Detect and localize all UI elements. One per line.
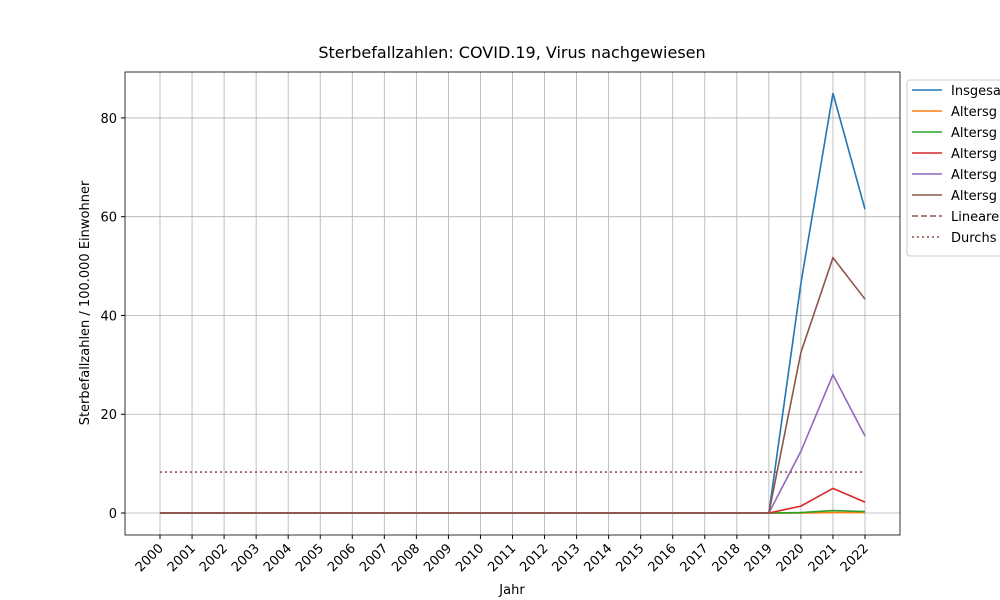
legend-label: Insgesa <box>951 84 1000 99</box>
y-tick-label: 20 <box>100 408 117 423</box>
plot-frame <box>124 71 901 536</box>
x-tick-label: 2013 <box>549 541 583 575</box>
legend-label: Altersg <box>951 147 997 162</box>
x-tick-label: 2012 <box>517 541 551 575</box>
x-tick-label: 2011 <box>485 541 519 575</box>
legend-label: Altersg <box>951 189 997 204</box>
y-tick-label: 0 <box>109 507 117 522</box>
x-tick-label: 2021 <box>806 541 840 575</box>
x-tick-label: 2005 <box>293 541 327 575</box>
x-tick-label: 2006 <box>325 541 359 575</box>
x-tick-label: 2003 <box>229 541 263 575</box>
x-tick-label: 2015 <box>614 541 648 575</box>
x-tick-label: 2008 <box>389 541 423 575</box>
chart-title: Sterbefallzahlen: COVID.19, Virus nachge… <box>318 43 705 62</box>
x-tick-label: 2022 <box>838 541 872 575</box>
x-tick-label: 2019 <box>742 541 776 575</box>
legend-box <box>906 79 1000 257</box>
x-tick-label: 2017 <box>678 541 712 575</box>
x-tick-label: 2001 <box>165 541 199 575</box>
x-tick-label: 2010 <box>453 541 487 575</box>
x-axis-label: Jahr <box>498 583 525 598</box>
legend-label: Lineare <box>951 210 999 225</box>
legend-label: Altersg <box>951 105 997 120</box>
x-tick-label: 2020 <box>774 541 808 575</box>
x-tick-label: 2018 <box>710 541 744 575</box>
x-tick-label: 2014 <box>581 541 615 575</box>
x-tick-label: 2016 <box>646 541 680 575</box>
y-tick-label: 80 <box>100 112 117 127</box>
x-tick-label: 2007 <box>357 541 391 575</box>
x-tick-label: 2009 <box>421 541 455 575</box>
y-axis-label: Sterbefallzahlen / 100.000 Einwohner <box>78 180 93 425</box>
legend-label: Durchs <box>951 231 997 246</box>
x-tick-label: 2000 <box>133 541 167 575</box>
y-tick-label: 40 <box>100 309 117 324</box>
y-tick-label: 60 <box>100 211 117 226</box>
x-tick-label: 2002 <box>197 541 231 575</box>
legend-label: Altersg <box>951 168 997 183</box>
legend-label: Altersg <box>951 126 997 141</box>
x-tick-label: 2004 <box>261 541 295 575</box>
